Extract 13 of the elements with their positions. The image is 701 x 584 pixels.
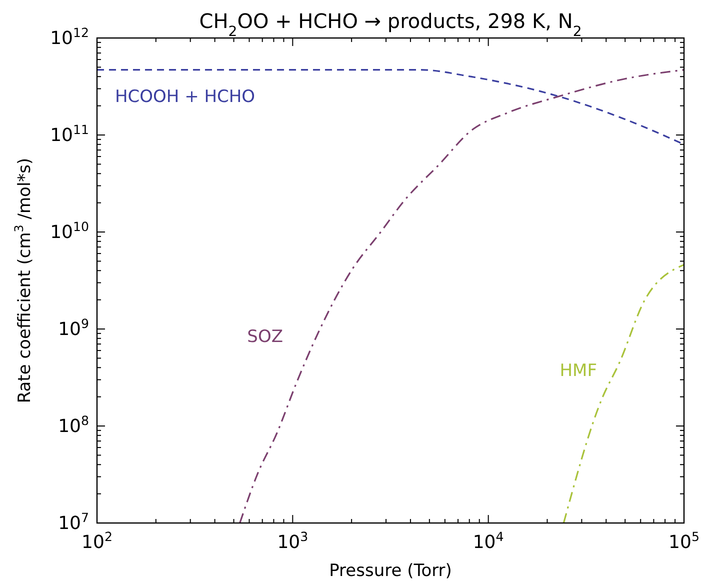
y-tick-label: 10$^{9}$: [58, 316, 89, 340]
y-tick-label: 10$^{11}$: [50, 122, 89, 146]
y-tick-label: 10$^{12}$: [50, 24, 89, 49]
y-tick-label: 10$^{8}$: [58, 412, 89, 437]
x-tick-label: 10$^{3}$: [277, 528, 308, 553]
x-tick-label: 10$^{5}$: [668, 528, 700, 553]
series-label: SOZ: [247, 327, 283, 347]
series-label: HCOOH + HCHO: [115, 87, 256, 107]
y-tick-label: 10$^{10}$: [50, 218, 89, 243]
chart-title: CH$_{2}$OO + HCHO → products, 298 K, N$_{2}$: [199, 9, 582, 40]
series-label: HMF: [560, 361, 597, 381]
x-axis-title: Pressure (Torr): [329, 561, 452, 581]
x-tick-label: 10$^{4}$: [472, 528, 504, 553]
